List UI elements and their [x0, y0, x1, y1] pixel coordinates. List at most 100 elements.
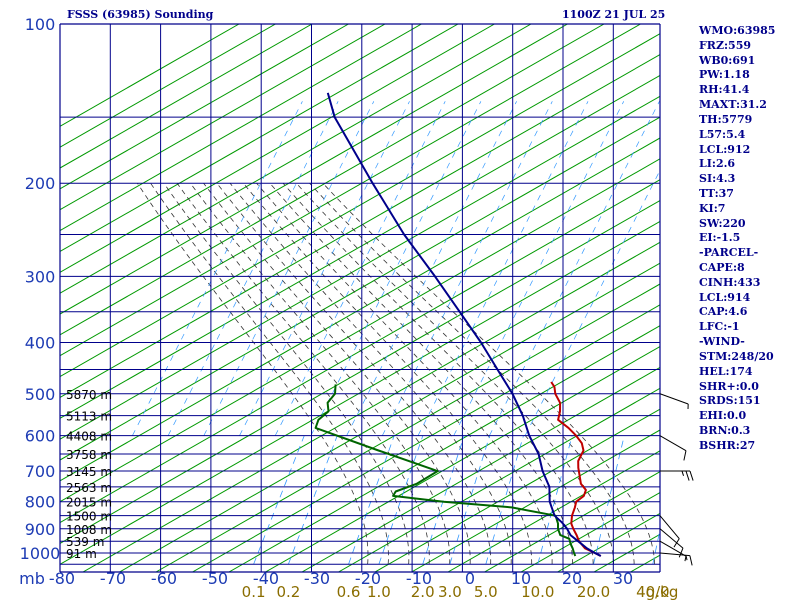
- index-item: SI:4.3: [699, 172, 736, 186]
- dry-adiabat: [60, 24, 276, 148]
- index-item: -PARCEL-: [699, 246, 759, 260]
- pressure-unit-label: mb: [19, 569, 45, 588]
- wind-barb: [660, 470, 694, 481]
- dry-adiabat: [60, 199, 660, 545]
- index-item: STM:248/20: [699, 349, 774, 363]
- index-item: RH:41.4: [699, 83, 750, 97]
- wind-barb: [659, 393, 689, 410]
- mixing-ratio-label: 20.0: [577, 583, 610, 600]
- dry-adiabat: [60, 24, 532, 294]
- mixing-ratio-line: [132, 101, 303, 436]
- index-item: LCL:912: [699, 142, 751, 156]
- mixing-ratio-label: 1.0: [367, 583, 391, 600]
- dry-adiabat: [338, 387, 660, 572]
- wind-barb-staff: [659, 515, 680, 539]
- mixing-ratio-line: [453, 101, 625, 436]
- dry-adiabat: [155, 283, 660, 572]
- chart-datetime: 1100Z 21 JUL 25: [562, 8, 666, 21]
- wind-barb-flag: [685, 470, 690, 481]
- temperature-tick-label: -70: [100, 569, 126, 588]
- dry-adiabat: [265, 345, 660, 572]
- mixing-ratio-line: [422, 435, 465, 565]
- mixing-ratio-labels: 0.1 0.2 0.6 1.0 2.0 3.0 5.0 10.0 20.0 40.0: [242, 583, 670, 600]
- pressure-tick-label: 400: [25, 333, 56, 352]
- isobars: [60, 23, 660, 565]
- dry-adiabat: [374, 408, 660, 572]
- temperature-tick-label: -80: [49, 569, 75, 588]
- height-label: 91 m: [66, 547, 97, 561]
- pressure-tick-label: 100: [25, 15, 56, 34]
- temperature-tick-label: 30: [613, 569, 633, 588]
- temperature-tick-label: 20: [562, 569, 582, 588]
- dry-adiabat: [60, 24, 568, 315]
- index-item: MAXT:31.2: [699, 98, 767, 112]
- moist-adiabat: [296, 182, 614, 565]
- temperature-profile: [550, 381, 602, 557]
- temperature-tick-label: -40: [253, 569, 279, 588]
- mixing-ratio-line: [537, 435, 573, 565]
- mixing-ratio-label: 10.0: [521, 583, 554, 600]
- wind-barb-staff: [659, 540, 687, 557]
- stability-indices-panel: WMO:63985 FRZ:559 WB0:691 PW:1.18 RH:41.4 MAX…: [699, 24, 775, 454]
- mixing-ratio-line: [348, 435, 395, 565]
- dry-adiabat: [228, 325, 660, 572]
- pressure-tick-label: 200: [25, 174, 56, 193]
- height-label: 2563 m: [66, 481, 112, 495]
- index-item: HEL:174: [699, 364, 753, 378]
- height-label: 3145 m: [66, 465, 112, 479]
- mixing-ratio-line: [524, 169, 660, 436]
- height-label: 2015 m: [66, 496, 112, 510]
- dry-adiabat: [60, 220, 660, 565]
- dry-adiabat: [60, 116, 660, 461]
- dry-adiabat: [60, 24, 605, 336]
- mixing-ratio-line: [310, 101, 482, 436]
- chart-title: FSSS (63985) Sounding: [67, 8, 214, 21]
- temperature-tick-label: -60: [151, 569, 177, 588]
- index-item: SW:220: [699, 216, 746, 230]
- pressure-tick-label: 700: [25, 462, 56, 481]
- wind-barb-staff: [659, 393, 689, 405]
- dry-adiabat: [192, 304, 660, 572]
- wind-barb-flag: [678, 547, 684, 558]
- dry-adiabat: [777, 24, 800, 572]
- index-item: LI:2.6: [699, 157, 736, 171]
- mixing-ratio-unit-label: g/kg: [646, 583, 679, 600]
- wind-barb-half-flag: [684, 556, 687, 562]
- wind-barb-flag: [689, 555, 693, 566]
- mixing-ratio-label: 5.0: [474, 583, 498, 600]
- temperature-tick-labels: -80 -70 -60 -50 -40 -30 -20 -10 0 10 20 30: [49, 569, 633, 588]
- isotherms: [60, 24, 614, 572]
- mixing-ratio-line: [346, 101, 517, 436]
- dry-adiabat: [60, 24, 240, 127]
- mixing-ratio-line: [203, 101, 375, 436]
- wind-barb-staff: [659, 552, 690, 557]
- index-item: LFC:-1: [699, 320, 740, 334]
- pressure-tick-label: 600: [25, 427, 56, 446]
- wind-barb-half-flag: [681, 470, 685, 476]
- index-item: CINH:433: [699, 275, 761, 289]
- moist-adiabat: [176, 182, 430, 565]
- wind-barb: [659, 528, 684, 558]
- height-label: 3758 m: [66, 448, 112, 462]
- index-item: TH:5779: [699, 112, 753, 126]
- dry-adiabat: [484, 471, 660, 572]
- dry-adiabat: [60, 24, 313, 169]
- dry-adiabat: [60, 74, 660, 419]
- mixing-ratio-label: 3.0: [438, 583, 462, 600]
- dewpoint-profile: [314, 384, 577, 557]
- index-item: PW:1.18: [699, 68, 750, 82]
- height-labels: 5870 m 5113 m 4408 m 3758 m 3145 m 2563 m2015…: [66, 388, 112, 561]
- index-item: WMO:63985: [699, 24, 776, 37]
- dry-adiabat: [411, 429, 660, 572]
- index-item: CAP:4.6: [699, 305, 748, 319]
- temperature-tick-label: -30: [304, 569, 330, 588]
- height-label: 539 m: [66, 535, 104, 549]
- dry-adiabat: [60, 95, 660, 440]
- index-item: EHI:0.0: [699, 409, 747, 423]
- wind-barb-half-flag: [685, 555, 688, 561]
- parcel-path: [326, 92, 602, 557]
- dry-adiabat: [60, 53, 660, 399]
- moist-adiabat: [150, 182, 389, 565]
- index-item: EI:-1.5: [699, 231, 741, 245]
